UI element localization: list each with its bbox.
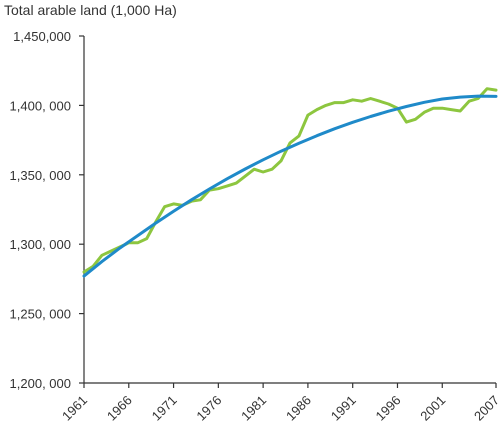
x-tick-label: 1991 xyxy=(328,393,359,424)
x-tick-label: 1976 xyxy=(193,393,224,424)
x-tick-label: 1996 xyxy=(373,393,404,424)
series-line-arable-land xyxy=(82,87,498,274)
x-tick-label: 1966 xyxy=(104,393,135,424)
x-tick-label: 2001 xyxy=(417,393,448,424)
x-tick-label: 1986 xyxy=(283,393,314,424)
series-line-trend xyxy=(82,94,498,278)
x-tick-label: 1961 xyxy=(59,393,90,424)
y-tick-label: 1,450,000 xyxy=(13,29,71,44)
series-layer xyxy=(82,87,498,278)
x-axis-ticks: 1961 1966 1971 1976 1981 1986 1991 1996 2001 2007 xyxy=(59,383,500,424)
y-tick-label: 1,300, 000 xyxy=(10,237,71,252)
y-axis-title: Total arable land (1,000 Ha) xyxy=(4,2,177,18)
y-tick-label: 1,400, 000 xyxy=(10,98,71,113)
y-tick-label: 1,350, 000 xyxy=(10,168,71,183)
x-tick-label: 2007 xyxy=(471,393,500,424)
y-tick-label: 1,250, 000 xyxy=(10,307,71,322)
x-tick-label: 1971 xyxy=(149,393,180,424)
y-axis-ticks: 1,200, 000 1,250, 000 1,300, 000 1,350, 000… xyxy=(10,29,84,391)
y-tick-label: 1,200, 000 xyxy=(10,376,71,391)
x-tick-label: 1981 xyxy=(238,393,269,424)
